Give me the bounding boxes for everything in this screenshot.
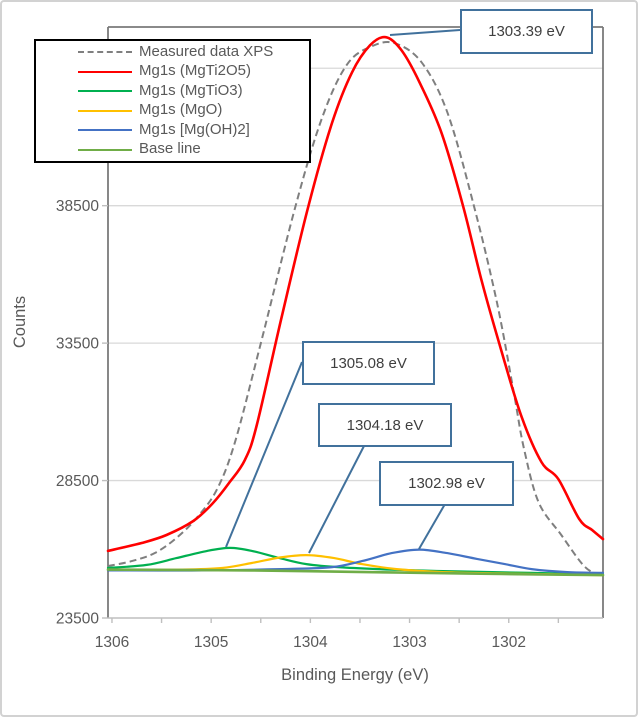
legend-item-base-line: Base line <box>78 141 309 158</box>
legend-line-swatch-measured <box>78 51 132 54</box>
peak-callout-label: 1302.98 eV <box>408 475 485 492</box>
legend-label: Base line <box>139 140 201 158</box>
peak-callout-label: 1305.08 eV <box>330 354 407 372</box>
legend-line-swatch-mgtio3 <box>78 90 132 93</box>
peak-leader-line <box>225 361 303 548</box>
legend-line-swatch-mgoh2 <box>78 129 132 132</box>
legend-item-mg1s-mgtio3: Mg1s (MgTiO3) <box>78 83 309 100</box>
x-tick-label: 1303 <box>392 634 426 651</box>
x-tick-label: 1305 <box>194 634 228 651</box>
leader-lines-group <box>225 29 461 554</box>
peak-callout-1302-98: 1302.98 eV <box>379 461 514 506</box>
legend-label: Mg1s [Mg(OH)2] <box>139 120 250 138</box>
y-axis-title: Counts <box>11 296 29 348</box>
x-tick-label: 1302 <box>492 634 526 651</box>
legend-item-measured-data-xps: Measured data XPS <box>78 44 309 61</box>
legend-line-swatch-mgo <box>78 109 132 112</box>
y-tick-label: 23500 <box>56 611 99 628</box>
peak-callout-label: 1304.18 eV <box>346 416 424 434</box>
x-tick-label: 1304 <box>293 634 328 651</box>
peak-callout-1305-08: 1305.08 eV <box>302 341 435 385</box>
tick-labels-group: 1306 1305 1304 1303 1302 23500 28500 33500 38500… <box>56 61 526 651</box>
peak-callout-1304-18: 1304.18 eV <box>318 403 452 447</box>
legend-item-mg1s-mgti2o5: Mg1s (MgTi2O5) <box>78 63 309 80</box>
peak-leader-line <box>389 29 461 36</box>
x-tick-label: 1306 <box>95 634 129 651</box>
series-group <box>106 35 605 577</box>
y-tick-label: 28500 <box>56 473 99 490</box>
y-tick-label: 33500 <box>56 336 99 353</box>
y-tick-label: 38500 <box>56 198 99 215</box>
legend-label: Mg1s (MgTiO3) <box>139 81 243 99</box>
peak-callout-label: 1303.39 eV <box>488 23 565 40</box>
legend-label: Measured data XPS <box>139 42 274 60</box>
legend-label: Mg1s (MgO) <box>139 101 223 119</box>
x-axis-title: Binding Energy (eV) <box>281 666 429 684</box>
legend-label: Mg1s (MgTi2O5) <box>139 62 251 80</box>
legend-item-mg1s-mgo: Mg1s (MgO) <box>78 102 309 119</box>
legend-line-swatch-baseline <box>78 148 132 151</box>
peak-leader-line <box>418 503 446 550</box>
legend: Measured data XPS Mg1s (MgTi2O5) Mg1s (M… <box>34 39 311 163</box>
legend-line-swatch-mgti2o5 <box>78 70 132 73</box>
legend-item-mg1s-mgoh2: Mg1s [Mg(OH)2] <box>78 122 309 139</box>
series-line-base-line <box>106 568 605 577</box>
series-line-mg1s-mgtio3 <box>106 546 605 576</box>
series-line-mg1s-mgti2o5 <box>106 35 605 553</box>
peak-callout-1303-39: 1303.39 eV <box>460 9 593 54</box>
peak-leader-line <box>308 445 365 554</box>
